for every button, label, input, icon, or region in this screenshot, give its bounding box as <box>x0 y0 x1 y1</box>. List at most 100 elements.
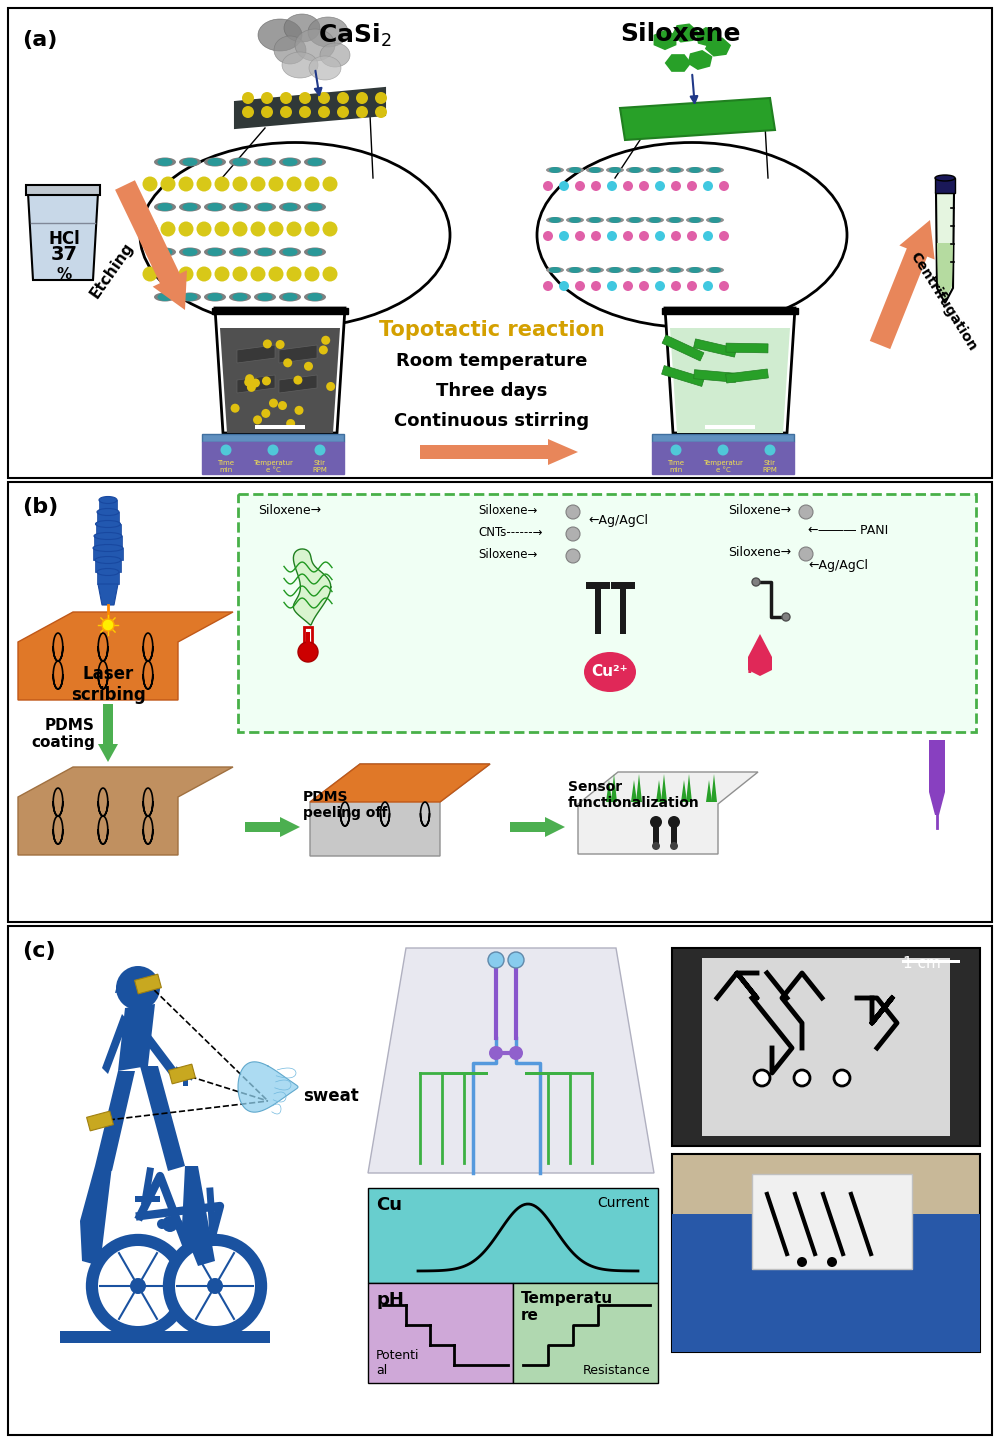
Ellipse shape <box>158 203 173 210</box>
Text: Siloxene→: Siloxene→ <box>728 504 791 517</box>
Polygon shape <box>510 817 565 837</box>
Ellipse shape <box>709 267 721 272</box>
Circle shape <box>671 231 681 241</box>
Circle shape <box>607 281 617 291</box>
Text: Siloxene→: Siloxene→ <box>478 504 537 517</box>
Ellipse shape <box>182 159 198 166</box>
Circle shape <box>160 176 176 192</box>
Ellipse shape <box>282 52 318 78</box>
Bar <box>238 494 976 732</box>
Circle shape <box>276 340 285 349</box>
Circle shape <box>754 1071 770 1087</box>
Text: Temperatur
e °C: Temperatur e °C <box>253 460 293 473</box>
Circle shape <box>278 401 287 411</box>
Circle shape <box>102 620 114 631</box>
Circle shape <box>623 281 633 291</box>
Circle shape <box>318 92 330 104</box>
Circle shape <box>196 267 212 281</box>
Circle shape <box>375 107 387 118</box>
Polygon shape <box>95 1071 135 1172</box>
Text: pH: pH <box>376 1291 404 1308</box>
Circle shape <box>607 182 617 192</box>
Circle shape <box>321 336 330 344</box>
Polygon shape <box>694 370 736 382</box>
Ellipse shape <box>258 293 272 301</box>
Circle shape <box>143 222 158 236</box>
Bar <box>672 948 980 1146</box>
Ellipse shape <box>609 218 621 223</box>
Bar <box>97 512 119 525</box>
Circle shape <box>162 1216 178 1232</box>
Ellipse shape <box>97 569 119 575</box>
Ellipse shape <box>629 267 641 272</box>
Polygon shape <box>279 375 317 393</box>
Circle shape <box>591 231 601 241</box>
Circle shape <box>559 281 569 291</box>
Circle shape <box>298 643 318 661</box>
Ellipse shape <box>549 218 561 223</box>
Circle shape <box>834 1071 850 1087</box>
Circle shape <box>322 267 338 281</box>
Ellipse shape <box>669 167 681 173</box>
Circle shape <box>261 107 273 118</box>
Bar <box>586 582 610 589</box>
Ellipse shape <box>549 267 561 272</box>
Circle shape <box>671 182 681 192</box>
Circle shape <box>639 231 649 241</box>
Ellipse shape <box>179 293 201 301</box>
Ellipse shape <box>689 218 701 223</box>
Text: Etching: Etching <box>87 239 137 301</box>
Polygon shape <box>28 193 98 280</box>
Polygon shape <box>215 308 345 432</box>
Ellipse shape <box>586 267 604 272</box>
Ellipse shape <box>254 293 276 301</box>
Ellipse shape <box>566 218 584 223</box>
Text: Stir
RPM: Stir RPM <box>313 460 327 473</box>
Ellipse shape <box>208 293 222 301</box>
Circle shape <box>214 176 230 192</box>
Polygon shape <box>115 976 158 993</box>
Ellipse shape <box>646 267 664 272</box>
Circle shape <box>143 176 158 192</box>
Ellipse shape <box>96 520 120 527</box>
Bar <box>26 184 100 195</box>
Polygon shape <box>237 344 275 363</box>
Bar <box>99 500 117 512</box>
Ellipse shape <box>258 203 272 210</box>
Text: Time
min: Time min <box>668 460 684 473</box>
Ellipse shape <box>254 203 276 212</box>
Circle shape <box>782 612 790 621</box>
Polygon shape <box>235 88 385 128</box>
Ellipse shape <box>283 248 298 256</box>
Ellipse shape <box>208 203 222 210</box>
Circle shape <box>261 409 270 418</box>
Polygon shape <box>673 24 697 42</box>
Bar <box>705 425 755 429</box>
Ellipse shape <box>304 157 326 167</box>
Ellipse shape <box>566 267 584 272</box>
Ellipse shape <box>609 167 621 173</box>
Ellipse shape <box>99 497 117 503</box>
Polygon shape <box>726 369 768 383</box>
Ellipse shape <box>158 293 173 301</box>
Circle shape <box>543 281 553 291</box>
Circle shape <box>650 816 662 829</box>
Circle shape <box>703 231 713 241</box>
Polygon shape <box>686 774 692 803</box>
Circle shape <box>314 444 326 455</box>
Ellipse shape <box>586 167 604 173</box>
Ellipse shape <box>182 293 198 301</box>
Circle shape <box>356 107 368 118</box>
Circle shape <box>294 406 303 415</box>
Polygon shape <box>220 329 340 432</box>
Circle shape <box>116 965 160 1010</box>
Ellipse shape <box>232 248 248 256</box>
Circle shape <box>356 92 368 104</box>
Text: Cu²⁺: Cu²⁺ <box>592 664 628 680</box>
Polygon shape <box>310 764 490 856</box>
Ellipse shape <box>546 167 564 173</box>
Circle shape <box>244 378 253 386</box>
Ellipse shape <box>606 267 624 272</box>
Text: pH: pH <box>747 656 773 673</box>
Polygon shape <box>132 1017 178 1078</box>
